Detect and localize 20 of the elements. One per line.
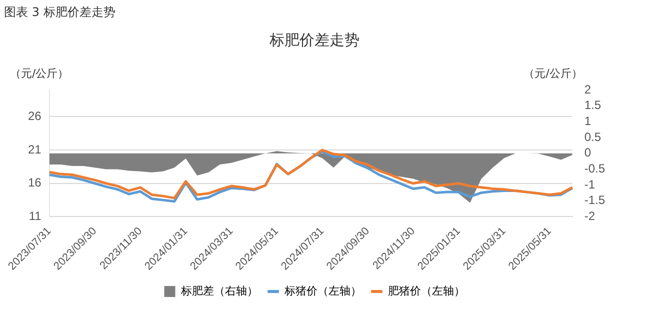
y2-tick-label: 1 bbox=[584, 114, 592, 128]
y2-tick-label: -2 bbox=[584, 209, 596, 224]
y2-tick-label: -1 bbox=[584, 177, 596, 192]
y2-tick-label: 2 bbox=[584, 82, 592, 96]
text: 图表 3 标肥价差走势 bbox=[4, 4, 116, 21]
y-tick-label: 16 bbox=[28, 176, 42, 190]
y2-axis-title: （元/公斤） bbox=[524, 66, 582, 80]
y-tick-label: 26 bbox=[28, 108, 42, 123]
y-axis-title: （元/公斤） bbox=[10, 66, 69, 80]
legend-label: 肥猪价（左轴） bbox=[388, 284, 465, 298]
chart-title: 标肥价差走势 bbox=[268, 30, 360, 49]
legend-label: 标肥差（右轴） bbox=[180, 284, 258, 298]
y2-tick-label: 1.5 bbox=[584, 98, 602, 112]
y2-tick-label: -1.5 bbox=[584, 193, 606, 208]
y2-tick-label: 0 bbox=[584, 146, 592, 160]
y2-tick-label: 0.5 bbox=[584, 130, 602, 144]
legend-label: 标猪价（左轴） bbox=[283, 284, 362, 298]
y-tick-label: 11 bbox=[28, 209, 42, 224]
y-tick-label: 21 bbox=[28, 142, 42, 156]
y2-tick-label: -0.5 bbox=[584, 162, 606, 176]
